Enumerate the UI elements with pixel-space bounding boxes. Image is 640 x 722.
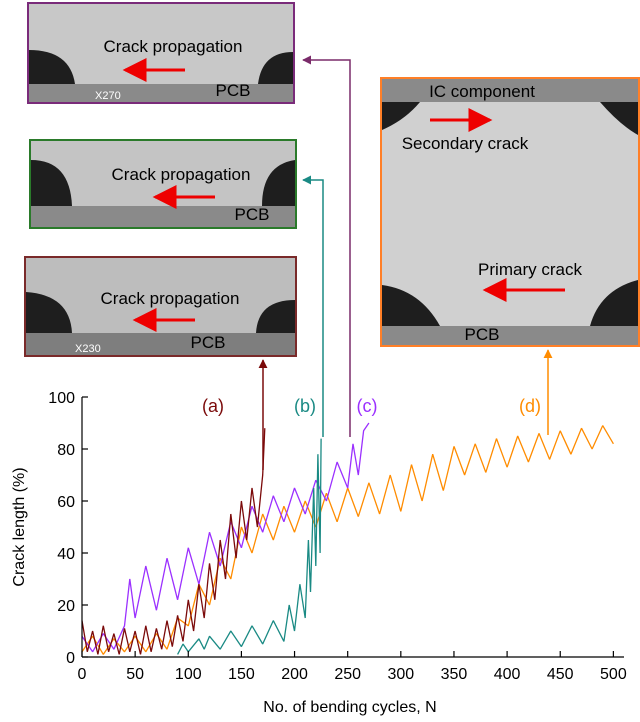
x-axis-label: No. of bending cycles, N [263, 699, 436, 716]
inset-label: Primary crack [478, 260, 582, 279]
x-tick-label: 100 [175, 666, 202, 683]
series-line [81, 425, 614, 655]
inset-caption: Crack propagation [101, 289, 240, 308]
y-tick-label: 20 [57, 598, 75, 615]
inset-2: Crack propagation PCB [29, 139, 297, 229]
series-label: (d) [519, 396, 541, 416]
series-label: (a) [202, 396, 224, 416]
x-tick-label: 500 [600, 666, 627, 683]
series-line [81, 428, 266, 655]
inset-caption: Crack propagation [104, 37, 243, 56]
connectors [258, 55, 553, 470]
x-tick-label: 450 [547, 666, 574, 683]
series-line [81, 422, 370, 653]
x-tick-label: 250 [334, 666, 361, 683]
inset-substrate: PCB [191, 333, 226, 352]
inset-1: Crack propagation PCB X270 [27, 2, 295, 104]
series-line [177, 438, 322, 655]
inset-substrate: PCB [235, 205, 270, 224]
inset-scale: X270 [95, 90, 121, 102]
inset-substrate: PCB [216, 81, 251, 100]
inset-substrate: PCB [465, 325, 500, 344]
y-tick-label: 60 [57, 494, 75, 511]
x-tick-label: 300 [387, 666, 414, 683]
y-tick-label: 80 [57, 442, 75, 459]
inset-label: Secondary crack [402, 134, 529, 153]
inset-label: IC component [429, 82, 535, 101]
series-label: (b) [294, 396, 316, 416]
inset-caption: Crack propagation [112, 165, 251, 184]
inset-scale: X230 [75, 343, 101, 355]
y-axis-label: Crack length (%) [11, 467, 28, 586]
inset-4: IC component Secondary crack Primary cra… [380, 77, 640, 347]
plot: (d) (c) (a) (b) 0 20 40 60 80 100 0 50 100 150 200 250 3… [48, 390, 627, 683]
series-label: (c) [357, 396, 378, 416]
y-tick-label: 40 [57, 546, 75, 563]
x-tick-label: 350 [441, 666, 468, 683]
y-tick-label: 100 [48, 390, 75, 407]
x-tick-label: 0 [78, 666, 87, 683]
x-tick-label: 50 [126, 666, 144, 683]
y-tick-label: 0 [66, 650, 75, 667]
x-tick-label: 400 [494, 666, 521, 683]
x-tick-label: 200 [281, 666, 308, 683]
x-tick-label: 150 [228, 666, 255, 683]
inset-3: Crack propagation PCB X230 [24, 256, 297, 357]
